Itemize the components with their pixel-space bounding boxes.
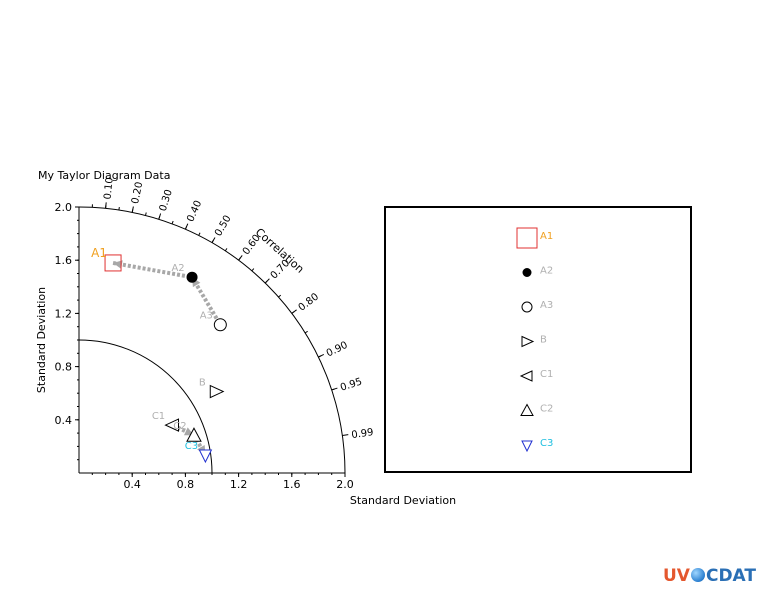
y-tick-label: 0.4 xyxy=(55,414,73,427)
x-tick-label: 0.8 xyxy=(177,478,195,491)
legend-marker xyxy=(516,227,538,249)
logo-uv-text: UV xyxy=(663,566,690,586)
legend-label: A1 xyxy=(540,231,553,242)
y-axis-label: Standard Deviation xyxy=(35,287,48,393)
data-point xyxy=(104,254,122,272)
outer-arc xyxy=(78,206,346,474)
correlation-minor-tick xyxy=(238,257,241,261)
correlation-minor-tick xyxy=(318,355,322,358)
x-tick-label: 2.0 xyxy=(336,478,354,491)
data-point-label: A2 xyxy=(171,263,184,274)
correlation-minor-tick xyxy=(184,226,188,230)
data-point xyxy=(164,418,180,432)
correlation-minor-tick xyxy=(224,248,228,252)
data-point-label: B xyxy=(199,378,206,389)
data-point xyxy=(186,427,202,442)
legend-label: B xyxy=(540,335,547,346)
legend-label: C1 xyxy=(540,369,553,380)
data-point xyxy=(198,449,213,464)
correlation-tick-label: 0.10 xyxy=(103,177,116,200)
x-axis-label: Standard Deviation xyxy=(350,494,456,507)
correlation-minor-tick xyxy=(291,311,295,314)
globe-icon xyxy=(690,568,705,582)
legend-marker xyxy=(521,301,533,313)
correlation-tick xyxy=(342,434,349,436)
correlation-minor-tick xyxy=(278,294,282,298)
correlation-minor-tick xyxy=(198,232,201,236)
legend-marker xyxy=(520,403,534,416)
correlation-minor-tick xyxy=(171,220,174,224)
data-point-label: A3 xyxy=(200,311,213,322)
correlation-tick-label: 0.50 xyxy=(213,214,234,239)
legend-marker xyxy=(519,370,533,382)
data-point-label: C3 xyxy=(185,441,198,452)
y-tick-label: 2.0 xyxy=(55,201,73,214)
correlation-minor-tick xyxy=(304,330,308,334)
correlation-tick-label: 0.40 xyxy=(185,199,204,224)
data-point xyxy=(213,318,227,332)
data-point xyxy=(186,271,198,283)
correlation-tick-label: 0.99 xyxy=(351,427,375,441)
legend-label: A3 xyxy=(540,300,553,311)
correlation-minor-tick xyxy=(264,280,268,284)
uvcdat-logo: UV CDAT xyxy=(663,566,756,586)
arrow-line xyxy=(171,423,195,438)
y-tick-label: 0.8 xyxy=(55,361,73,374)
legend: A1 A2 A3 B C1 C2 C3 xyxy=(516,227,553,453)
data-point xyxy=(209,384,225,399)
y-tick-label: 1.2 xyxy=(55,307,73,320)
arrow-line xyxy=(192,434,208,456)
correlation-tick-label: 0.95 xyxy=(339,376,364,393)
arrow-line xyxy=(190,276,223,326)
correlation-tick-label: 0.80 xyxy=(297,291,321,313)
correlation-tick-label: 0.30 xyxy=(158,188,175,213)
correlation-minor-tick xyxy=(211,239,214,243)
logo-cdat-text: CDAT xyxy=(705,566,756,586)
legend-marker xyxy=(521,335,535,348)
legend-label: A2 xyxy=(540,266,553,277)
legend-marker xyxy=(521,440,533,453)
x-tick-label: 1.2 xyxy=(230,478,248,491)
arrow-head xyxy=(113,260,123,269)
correlation-minor-tick xyxy=(131,209,134,213)
y-tick-label: 1.6 xyxy=(55,254,73,267)
x-tick-label: 0.4 xyxy=(123,478,141,491)
legend-box xyxy=(384,206,692,473)
reference-arc xyxy=(78,339,213,474)
correlation-minor-tick xyxy=(145,212,147,216)
plot-area: 0.4 0.8 1.2 1.6 2.0 0.4 0.8 1.2 1.6 2.0 0.10 0.20 0.… xyxy=(55,177,375,491)
chart-title: My Taylor Diagram Data xyxy=(38,169,170,182)
legend-label: C3 xyxy=(540,438,553,449)
correlation-minor-tick xyxy=(158,216,161,220)
correlation-tick-label: 0.20 xyxy=(130,181,145,205)
arrow-line xyxy=(112,260,193,280)
data-point-label: A1 xyxy=(91,246,107,260)
correlation-minor-tick xyxy=(251,268,255,272)
correlation-tick-label: 0.90 xyxy=(325,340,350,360)
data-point-label: C1 xyxy=(152,411,165,422)
x-tick-label: 1.6 xyxy=(283,478,301,491)
legend-marker xyxy=(522,268,532,277)
data-point-label: C2 xyxy=(173,421,186,432)
correlation-minor-tick xyxy=(331,388,335,391)
legend-label: C2 xyxy=(540,404,553,415)
